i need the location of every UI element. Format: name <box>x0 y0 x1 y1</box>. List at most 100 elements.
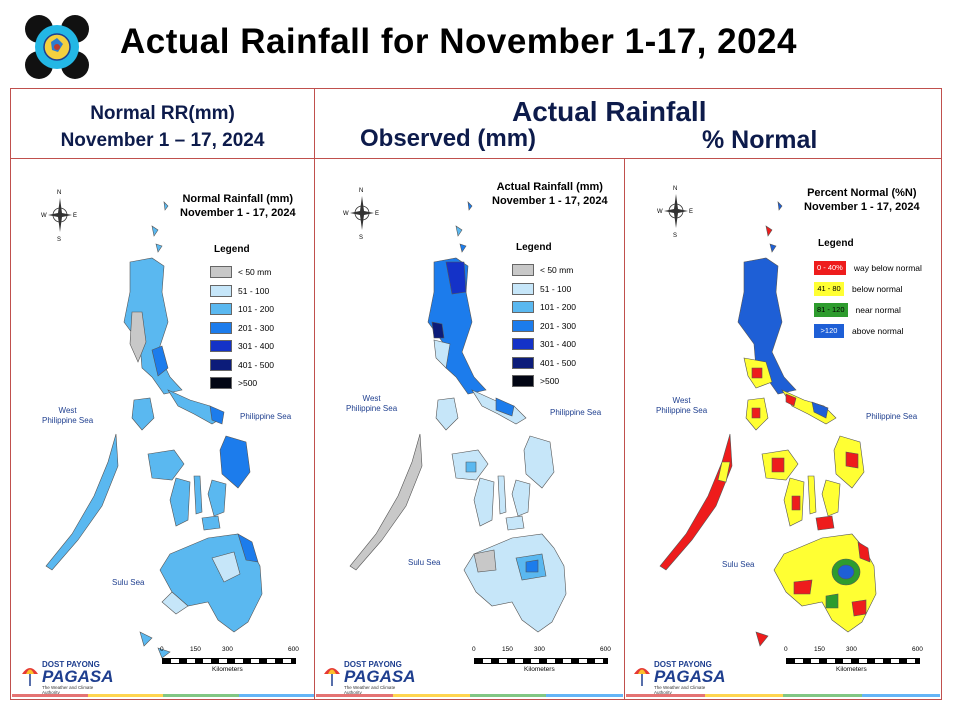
west-philippine-sea-label: West Philippine Sea <box>656 396 707 416</box>
legend-swatch <box>512 375 534 388</box>
normal-rr-header-line1: Normal RR(mm) <box>90 103 235 124</box>
scale-unit: Kilometers <box>212 666 243 673</box>
observed-header: Observed (mm) <box>360 125 537 152</box>
legend-label: >500 <box>540 376 560 387</box>
west-sea-line2: Philippine Sea <box>346 404 398 413</box>
scale-bar: 0 150 300 600 Kilometers <box>160 646 299 682</box>
legend-label: 301 - 400 <box>540 339 576 350</box>
scale-unit: Kilometers <box>836 666 867 673</box>
legend-swatch <box>512 264 534 277</box>
column-divider-2 <box>624 158 625 700</box>
sulu-sea-label: Sulu Sea <box>408 558 441 567</box>
compass-n: N <box>673 186 677 192</box>
umbrella-icon <box>324 668 340 686</box>
legend-item: 81 - 120 near normal <box>814 299 922 320</box>
percent-normal-map <box>659 201 877 647</box>
content-frame <box>10 88 942 700</box>
compass-w: W <box>41 213 47 219</box>
legend-label: >500 <box>238 378 258 389</box>
slide-title: Actual Rainfall for November 1-17, 2024 <box>120 22 797 61</box>
normal-legend: Legend < 50 mm 51 - 100 101 - 200 201 - … <box>210 244 274 393</box>
legend-item: 101 - 200 <box>210 300 274 319</box>
compass-rose-icon: N S W E <box>40 186 80 242</box>
color-strip <box>626 694 940 697</box>
observed-map-title-line2: November 1 - 17, 2024 <box>492 195 608 207</box>
scale-tick: 150 <box>814 646 825 653</box>
pagasa-seal-logo <box>24 14 90 80</box>
compass-s: S <box>673 233 677 238</box>
compass-s: S <box>57 237 61 242</box>
compass-n: N <box>359 188 363 194</box>
west-sea-line1: West <box>672 396 691 405</box>
pagasa-wordmark: PAGASA <box>344 667 416 686</box>
scale-bar: 0 150 300 600 Kilometers <box>472 646 611 682</box>
observed-map-title: Actual Rainfall (mm) November 1 - 17, 20… <box>492 180 608 208</box>
compass-rose-icon: N S W E <box>656 182 696 238</box>
legend-swatch <box>210 303 232 316</box>
scale-tick: 300 <box>534 646 545 653</box>
scale-tick: 600 <box>912 646 923 653</box>
legend-item: 201 - 300 <box>512 317 576 336</box>
legend-item: 401 - 500 <box>512 354 576 373</box>
scale-tick: 600 <box>288 646 299 653</box>
legend-swatch <box>210 358 232 371</box>
legend-swatch <box>512 319 534 332</box>
legend-label: 301 - 400 <box>238 341 274 352</box>
legend-item: >120 above normal <box>814 320 922 341</box>
legend-item: 301 - 400 <box>512 335 576 354</box>
normal-map-title: Normal Rainfall (mm) November 1 - 17, 20… <box>180 192 296 220</box>
legend-label: 201 - 300 <box>540 320 576 331</box>
legend-desc: above normal <box>852 325 904 336</box>
scale-bar: 0 150 300 600 Kilometers <box>784 646 923 682</box>
scale-tick: 0 <box>160 646 164 653</box>
legend-label: 51 - 100 <box>540 283 572 294</box>
percent-legend-title: Legend <box>818 238 854 249</box>
legend-label: 101 - 200 <box>238 304 274 315</box>
pagasa-tagline: The Weather and Climate Authority <box>344 685 396 695</box>
legend-swatch <box>512 356 534 369</box>
philippine-sea-label: Philippine Sea <box>550 408 602 417</box>
legend-label: 201 - 300 <box>238 322 274 333</box>
legend-swatch <box>512 301 534 314</box>
observed-map-title-line1: Actual Rainfall (mm) <box>496 181 603 193</box>
umbrella-icon <box>22 668 38 686</box>
pagasa-tagline: The Weather and Climate Authority <box>654 685 706 695</box>
philippine-sea-label: Philippine Sea <box>866 412 918 421</box>
legend-item: < 50 mm <box>512 261 576 280</box>
legend-label: 401 - 500 <box>540 357 576 368</box>
legend-swatch <box>210 321 232 334</box>
scale-tick: 600 <box>600 646 611 653</box>
percent-legend: Legend 0 - 40% way below normal 41 - 80 … <box>814 238 922 341</box>
legend-label: < 50 mm <box>238 267 272 278</box>
compass-w: W <box>657 209 663 215</box>
normal-legend-title: Legend <box>214 244 250 255</box>
compass-rose-icon: N S W E <box>342 184 382 240</box>
compass-e: E <box>73 213 77 219</box>
west-sea-line1: West <box>362 394 381 403</box>
scale-tick: 300 <box>222 646 233 653</box>
pagasa-logo: DOST PAYONG PAGASA The Weather and Clima… <box>322 660 415 695</box>
normal-map-title-line2: November 1 - 17, 2024 <box>180 207 296 219</box>
percent-map-title: Percent Normal (%N) November 1 - 17, 202… <box>804 186 920 214</box>
legend-item: >500 <box>210 374 274 393</box>
legend-swatch <box>210 340 232 353</box>
pagasa-tagline: The Weather and Climate Authority <box>42 685 94 695</box>
legend-swatch <box>512 282 534 295</box>
west-philippine-sea-label: West Philippine Sea <box>42 406 93 426</box>
west-sea-line1: West <box>58 406 77 415</box>
observed-legend: Legend < 50 mm 51 - 100 101 - 200 201 - … <box>512 242 576 391</box>
pagasa-small-text: DOST PAYONG <box>654 660 712 669</box>
legend-item: 0 - 40% way below normal <box>814 257 922 278</box>
scale-tick: 0 <box>784 646 788 653</box>
legend-item: 201 - 300 <box>210 319 274 338</box>
legend-range: >120 <box>814 323 844 338</box>
legend-label: 51 - 100 <box>238 285 270 296</box>
legend-item: >500 <box>512 372 576 391</box>
normal-rr-header: Normal RR(mm) November 1 – 17, 2024 <box>10 100 315 154</box>
compass-e: E <box>375 211 379 217</box>
legend-label: 101 - 200 <box>540 302 576 313</box>
legend-desc: near normal <box>855 304 901 315</box>
header-divider <box>10 158 942 159</box>
normal-map-title-line1: Normal Rainfall (mm) <box>182 193 294 205</box>
legend-range: 81 - 120 <box>814 302 848 317</box>
